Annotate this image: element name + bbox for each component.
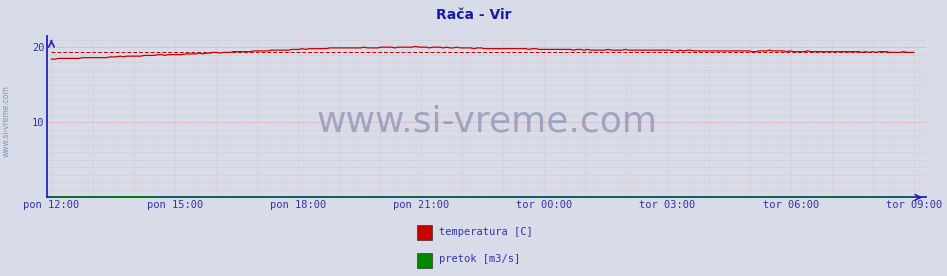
Text: pretok [m3/s]: pretok [m3/s] [439, 254, 521, 264]
Text: www.si-vreme.com: www.si-vreme.com [316, 104, 657, 139]
Text: www.si-vreme.com: www.si-vreme.com [2, 86, 11, 157]
Text: Rača - Vir: Rača - Vir [436, 8, 511, 22]
Text: temperatura [C]: temperatura [C] [439, 227, 533, 237]
